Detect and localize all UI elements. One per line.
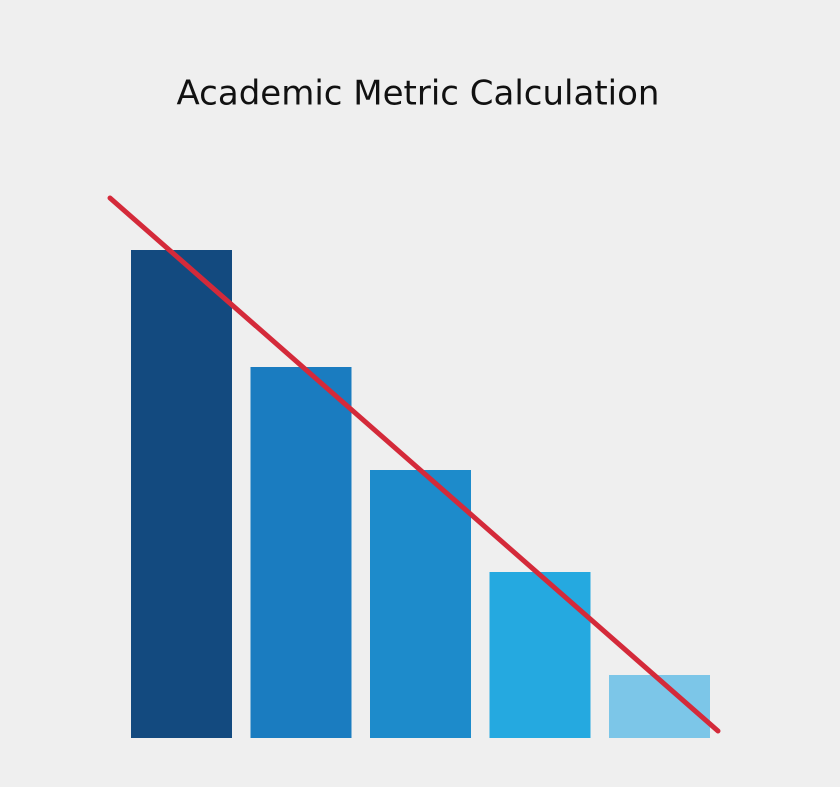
trend-line [107,195,721,734]
bar [489,572,591,738]
bar [131,250,232,738]
bar [609,675,710,738]
chart-title: Academic Metric Calculation [177,74,660,114]
bar [250,367,352,738]
bar [370,470,471,738]
